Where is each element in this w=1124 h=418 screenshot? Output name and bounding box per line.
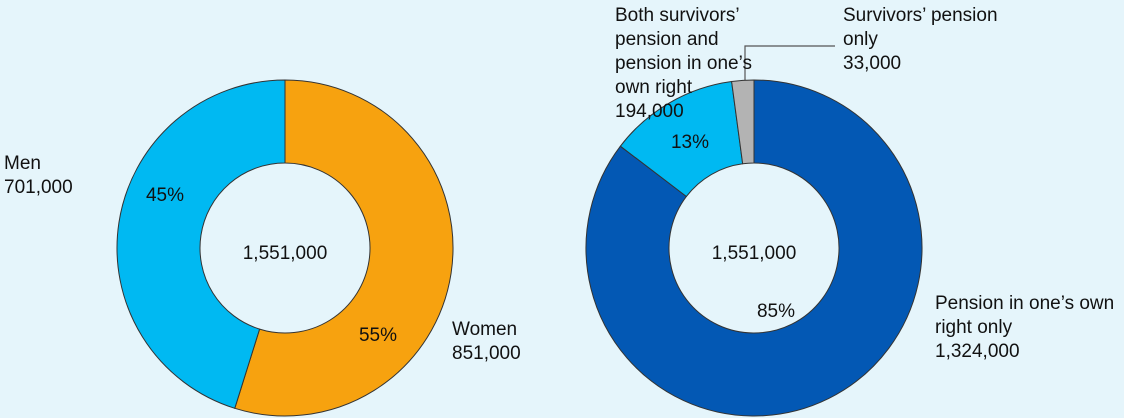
- category-label: Both survivors’ pension and pension in o…: [615, 4, 785, 124]
- total-label: 1,551,000: [712, 243, 797, 264]
- category-label: Men 701,000: [4, 152, 114, 200]
- category-label: Women 851,000: [452, 318, 572, 366]
- share-label: 85%: [757, 301, 795, 322]
- donut-segment: [585, 79, 923, 417]
- category-label: Pension in one’s own right only 1,324,000: [935, 292, 1120, 364]
- donut-segment: [116, 79, 286, 409]
- total-label: 1,551,000: [243, 243, 328, 264]
- leader-line: [744, 45, 835, 80]
- category-name: Pension in one’s own right only: [935, 293, 1115, 338]
- category-name: Survivors’ pension only: [843, 5, 998, 50]
- category-name: Women: [452, 319, 518, 340]
- share-label: 45%: [146, 185, 184, 206]
- value-label: 194,000: [615, 101, 684, 122]
- donut-segment: [234, 79, 454, 417]
- value-label: 851,000: [452, 343, 521, 364]
- category-label: Survivors’ pension only 33,000: [843, 4, 1018, 76]
- value-label: 1,324,000: [935, 341, 1020, 362]
- donut-segment: [731, 79, 755, 165]
- category-name: Both survivors’ pension and pension in o…: [615, 5, 752, 98]
- share-label: 13%: [671, 132, 709, 153]
- value-label: 33,000: [843, 53, 902, 74]
- share-label: 55%: [359, 325, 397, 346]
- value-label: 701,000: [4, 177, 73, 198]
- category-name: Men: [4, 153, 41, 174]
